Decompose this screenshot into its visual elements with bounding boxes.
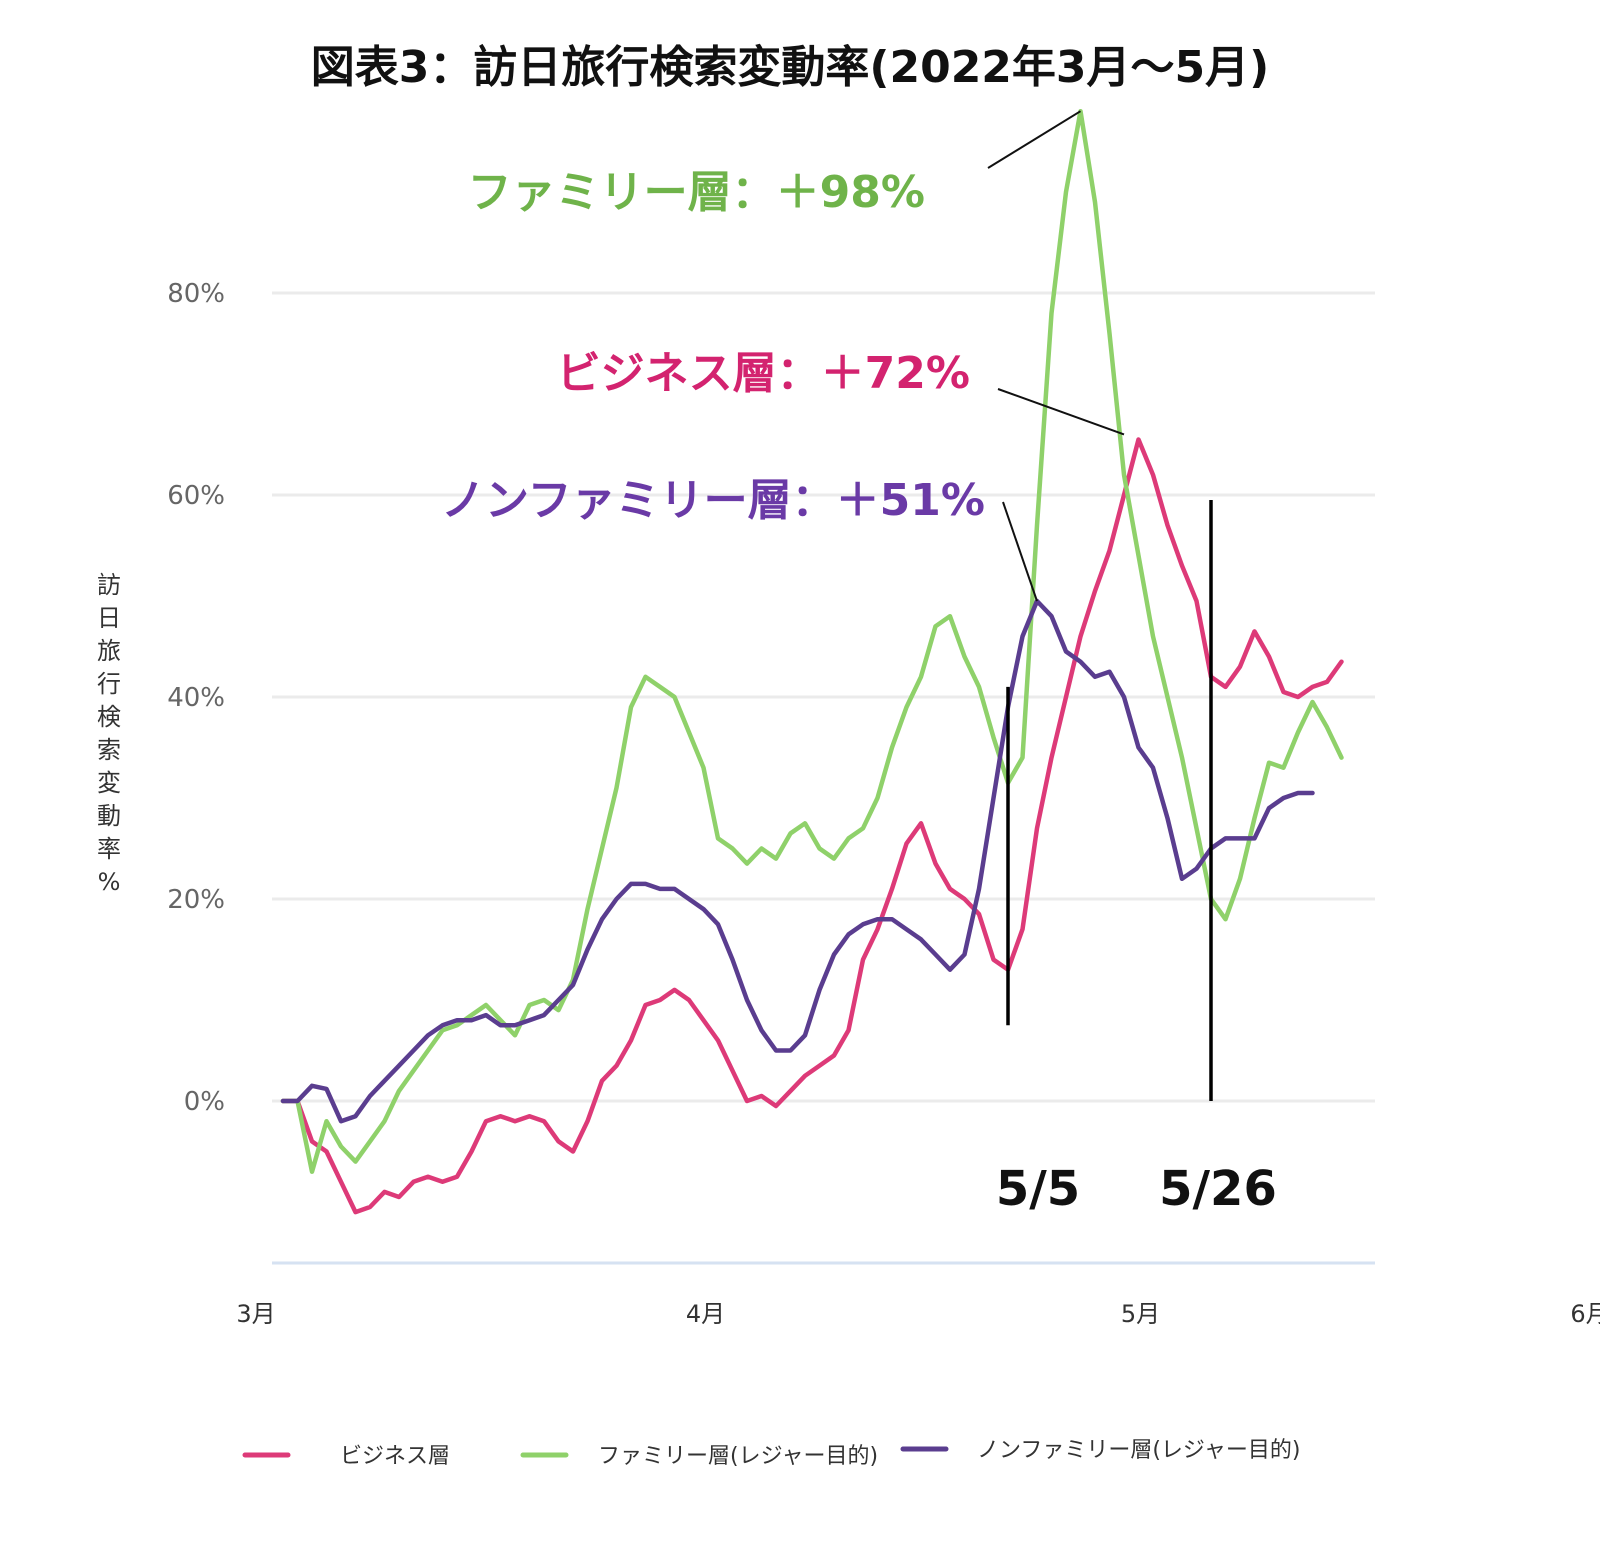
date-marker-label: 5/26 bbox=[1159, 1161, 1277, 1217]
annotations: ファミリー層：＋98% ビジネス層：＋72% ノンファミリー層：＋51% bbox=[441, 110, 1125, 602]
y-axis-label-char: 動 bbox=[97, 802, 121, 830]
annotation-label: ファミリー層：＋98% bbox=[468, 167, 925, 218]
y-axis-label-char: % bbox=[98, 868, 121, 896]
legend-label: ファミリー層(レジャー目的) bbox=[598, 1444, 878, 1469]
x-tick-label: 3月 bbox=[236, 1300, 275, 1328]
series-lines bbox=[280, 108, 1344, 1215]
x-tick-label: 4月 bbox=[686, 1300, 725, 1328]
legend: ビジネス層 ファミリー層(レジャー目的) ノンファミリー層(レジャー目的) bbox=[242, 1438, 1300, 1469]
gridlines bbox=[272, 291, 1375, 1103]
y-axis-label: 訪日旅行検索変動率% bbox=[97, 571, 121, 896]
y-tick-label: 60% bbox=[167, 481, 225, 511]
y-axis-label-char: 変 bbox=[97, 769, 121, 797]
x-tick-label: 6月 bbox=[1570, 1300, 1600, 1328]
date-markers: 5/5 5/26 bbox=[996, 500, 1277, 1217]
annotation-label: ノンファミリー層：＋51% bbox=[441, 475, 985, 526]
annotation-label: ビジネス層：＋72% bbox=[557, 348, 970, 399]
y-tick-label: 0% bbox=[184, 1087, 225, 1117]
y-tick-label: 80% bbox=[167, 279, 225, 309]
series-line-1 bbox=[280, 437, 1344, 1215]
x-tick-labels: 3月 4月 5月 6月 bbox=[236, 1300, 1600, 1328]
x-tick-label: 5月 bbox=[1121, 1300, 1160, 1328]
y-tick-labels: 0% 20% 40% 60% 80% bbox=[167, 279, 225, 1117]
y-axis-label-char: 日 bbox=[97, 604, 121, 632]
series-line-2 bbox=[280, 108, 1344, 1174]
series-line-3 bbox=[280, 598, 1315, 1124]
y-axis-label-char: 索 bbox=[97, 736, 121, 764]
date-marker-label: 5/5 bbox=[996, 1161, 1080, 1217]
legend-label: ビジネス層 bbox=[340, 1444, 450, 1469]
y-axis-label-char: 行 bbox=[97, 670, 121, 698]
chart-title: 図表3：訪日旅行検索変動率(2022年3月～5月) bbox=[311, 42, 1270, 93]
y-tick-label: 20% bbox=[167, 885, 225, 915]
y-axis-label-char: 旅 bbox=[97, 637, 121, 665]
y-axis-label-char: 訪 bbox=[97, 571, 121, 599]
annotation-leader-line bbox=[1002, 501, 1038, 602]
y-axis-label-char: 検 bbox=[97, 703, 121, 731]
y-axis-label-char: 率 bbox=[97, 835, 121, 863]
annotation-leader-line bbox=[987, 110, 1082, 169]
annotation-leader-line bbox=[997, 388, 1125, 436]
legend-label: ノンファミリー層(レジャー目的) bbox=[977, 1438, 1300, 1463]
y-tick-label: 40% bbox=[167, 683, 225, 713]
